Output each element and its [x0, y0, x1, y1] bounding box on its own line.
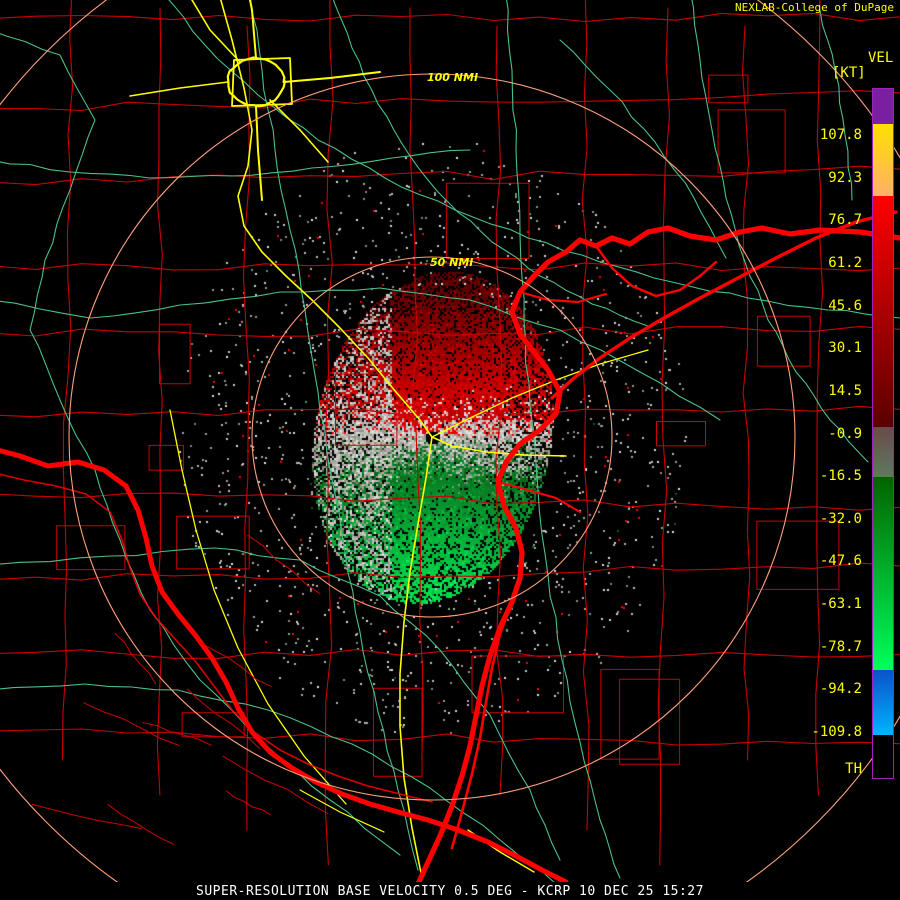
colorbar-tick-1: 92.3 [828, 169, 862, 186]
colorbar-tick-0: 107.8 [819, 126, 862, 143]
colorbar-unit-label: [KT] [832, 65, 866, 81]
colorbar-tick-4: 45.6 [828, 297, 862, 314]
colorbar-segment-gray-white-near-zero [873, 427, 893, 477]
range-ring-label-50nmi: 50 NMI [430, 256, 474, 269]
colorbar-tick-8: -16.5 [819, 468, 862, 485]
range-ring-50nmi [251, 256, 613, 618]
colorbar-segment-blue-gradient [873, 669, 893, 736]
range-ring-100nmi [68, 73, 796, 801]
colorbar-tick-13: -94.2 [819, 681, 862, 698]
status-bar: SUPER-RESOLUTION BASE VELOCITY 0.5 DEG -… [0, 882, 900, 900]
colorbar-tick-6: 14.5 [828, 382, 862, 399]
colorbar-segment-green-dark-to-bright [873, 476, 893, 670]
colorbar-tick-7: -0.9 [828, 425, 862, 442]
colorbar-segment-threshold-black [873, 735, 893, 778]
colorbar-tick-11: -63.1 [819, 596, 862, 613]
velocity-colorbar-panel: VEL [KT] 107.8 92.3 76.7 61.2 45.6 30.1 14.5 -0… [810, 50, 900, 790]
colorbar-tick-3: 61.2 [828, 254, 862, 271]
colorbar-title: VEL [868, 50, 894, 66]
status-bar-text: SUPER-RESOLUTION BASE VELOCITY 0.5 DEG -… [196, 883, 704, 899]
colorbar-segment-purple-extreme [873, 89, 893, 125]
colorbar-tick-9: -32.0 [819, 510, 862, 527]
colorbar-gradient[interactable] [872, 88, 894, 779]
brand-label: NEXLAB-College of DuPage [735, 1, 894, 14]
colorbar-tick-14: -109.8 [811, 724, 862, 740]
coastline [0, 210, 900, 882]
colorbar-tick-2: 76.7 [828, 212, 862, 229]
colorbar-segment-red-bright-to-dark [873, 196, 893, 428]
colorbar-threshold-label: TH [845, 760, 862, 777]
colorbar-tick-12: -78.7 [819, 638, 862, 655]
range-ring-label-100nmi: 100 NMI [427, 71, 479, 84]
county-boundaries [0, 0, 900, 866]
colorbar-segment-yellow-orange [873, 124, 893, 197]
colorbar-tick-10: -47.6 [819, 553, 862, 570]
interstate-lines [129, 0, 649, 879]
colorbar-tick-5: 30.1 [828, 340, 862, 357]
